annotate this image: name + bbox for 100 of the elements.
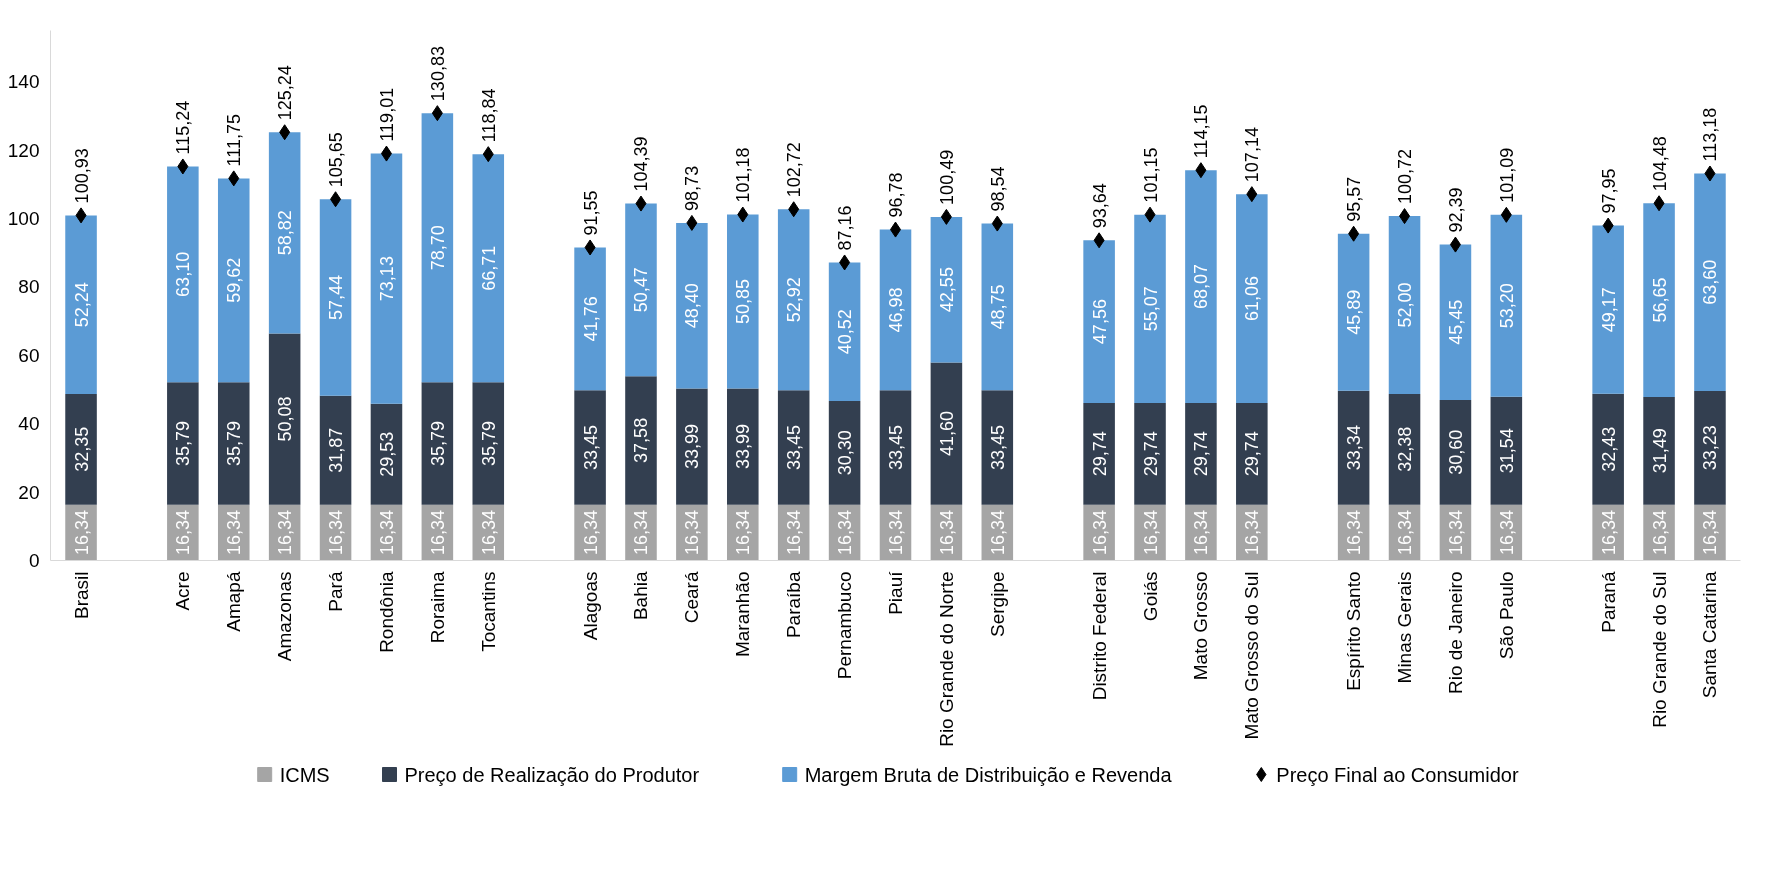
data-label: 91,55 [580, 190, 601, 236]
data-label: 16,34 [1344, 510, 1365, 556]
point [1348, 225, 1360, 242]
bar [879, 229, 912, 391]
data-label: 50,08 [275, 396, 296, 442]
bar [930, 362, 963, 505]
point [1093, 232, 1105, 249]
data-label: 47,56 [1089, 299, 1110, 345]
data-label: 16,34 [224, 510, 245, 556]
x-tick-label: Rio de Janeiro [1444, 571, 1466, 695]
bar [217, 178, 250, 383]
data-label: 68,07 [1191, 264, 1212, 310]
x-tick-label: Mato Grosso do Sul [1241, 571, 1263, 740]
data-label: 31,87 [326, 427, 347, 473]
data-label: 16,34 [1242, 510, 1263, 556]
data-label: 97,95 [1598, 168, 1619, 214]
data-label: 59,62 [224, 257, 245, 303]
x-tick-label: Rondônia [375, 571, 397, 653]
data-label: 16,34 [886, 510, 906, 556]
bar [1083, 402, 1115, 505]
data-label: 113,18 [1700, 107, 1721, 162]
bar [1643, 203, 1675, 397]
y-tick-label: 40 [18, 413, 40, 435]
y-tick-label: 100 [7, 208, 40, 230]
data-label: 33,45 [886, 424, 906, 470]
data-label: 49,17 [1598, 287, 1619, 333]
data-label: 92,39 [1445, 187, 1466, 233]
bar [1592, 393, 1624, 505]
data-label: 29,74 [1242, 431, 1263, 477]
data-label: 130,83 [427, 46, 448, 102]
data-label: 95,57 [1344, 176, 1365, 222]
y-tick-label: 20 [18, 481, 40, 503]
legend-label: Preço Final ao Consumidor [1276, 763, 1519, 786]
data-label: 42,55 [936, 267, 957, 313]
data-label: 73,13 [376, 256, 397, 302]
data-label: 16,34 [1191, 510, 1212, 556]
data-label: 87,16 [835, 205, 856, 251]
bar [472, 154, 505, 383]
data-label: 118,84 [478, 88, 499, 143]
x-tick-label: Minas Gerais [1394, 571, 1416, 684]
x-tick-label: Amazonas [274, 571, 296, 662]
data-label: 35,79 [427, 420, 448, 466]
x-tick-label: São Paulo [1495, 571, 1517, 660]
x-tick-label: Ceará [681, 571, 703, 624]
data-label: 111,75 [224, 114, 245, 167]
data-label: 33,45 [580, 424, 601, 470]
data-label: 98,73 [682, 165, 703, 211]
bar [625, 376, 657, 505]
bar [421, 382, 454, 505]
point [1246, 186, 1258, 203]
bar [1236, 194, 1268, 403]
data-label: 35,79 [224, 420, 245, 466]
x-tick-label: Paraná [1597, 571, 1619, 633]
bar [1134, 402, 1166, 505]
data-label: 16,34 [1089, 510, 1110, 556]
data-label: 55,07 [1140, 286, 1161, 332]
bar [777, 390, 810, 505]
data-label: 50,47 [631, 267, 652, 313]
data-label: 32,43 [1598, 426, 1619, 472]
bar [217, 382, 250, 505]
point [1704, 165, 1716, 182]
bar [1490, 214, 1523, 397]
x-tick-label: Alagoas [579, 571, 601, 641]
x-tick-label: Maranhão [732, 571, 754, 658]
bar [1439, 244, 1472, 400]
point [431, 105, 443, 122]
data-label: 66,71 [478, 245, 499, 291]
bar [574, 247, 606, 391]
bar [65, 394, 97, 505]
data-label: 52,24 [71, 282, 92, 328]
bar [1236, 402, 1268, 505]
data-label: 125,24 [275, 65, 296, 121]
data-label: 32,38 [1395, 426, 1416, 472]
data-label: 16,34 [733, 510, 754, 556]
bar [1643, 396, 1675, 505]
x-tick-label: Pernambuco [834, 571, 856, 680]
bar [777, 209, 810, 391]
data-label: 35,79 [478, 420, 499, 466]
bar [1592, 225, 1624, 394]
data-label: 100,93 [71, 148, 92, 204]
data-label: 115,24 [173, 100, 194, 155]
bar [727, 214, 759, 389]
x-tick-label: Acre [172, 571, 194, 611]
data-label: 119,01 [376, 87, 397, 142]
legend-label: Preço de Realização do Produtor [404, 763, 700, 786]
bar [879, 390, 912, 505]
data-label: 96,78 [886, 172, 906, 218]
data-label: 33,99 [733, 423, 754, 470]
data-label: 105,65 [326, 132, 347, 188]
data-label: 63,60 [1700, 259, 1721, 305]
data-label: 40,52 [835, 309, 856, 355]
x-tick-label: Rio Grande do Norte [935, 571, 957, 747]
data-label: 104,48 [1649, 136, 1670, 192]
data-label: 30,60 [1445, 429, 1466, 475]
data-label: 41,60 [936, 410, 957, 457]
point [482, 146, 494, 163]
bar [1388, 216, 1421, 394]
data-label: 16,34 [1140, 510, 1161, 556]
data-label: 16,34 [1395, 510, 1416, 556]
data-label: 16,34 [173, 510, 194, 556]
